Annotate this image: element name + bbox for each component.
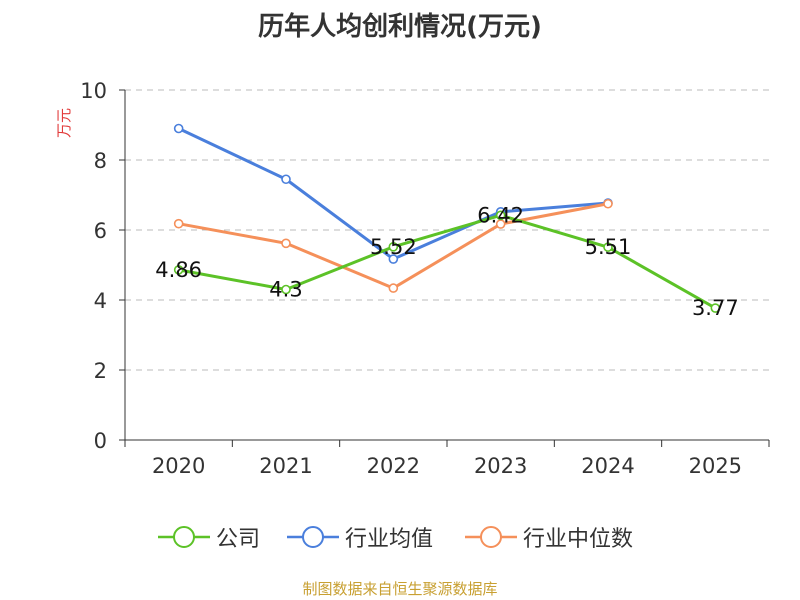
legend-marker-icon — [158, 526, 210, 548]
y-axis-unit-label: 万元 — [55, 108, 73, 138]
x-tick-label: 2021 — [259, 454, 312, 478]
data-label: 3.77 — [692, 296, 739, 320]
data-label: 4.86 — [155, 258, 202, 282]
legend-item[interactable]: 公司 — [158, 520, 260, 554]
data-point — [388, 254, 399, 264]
y-tick-label: 6 — [94, 219, 107, 243]
data-point — [603, 242, 613, 252]
data-point — [173, 218, 184, 229]
data-label: 5.51 — [585, 235, 632, 259]
data-point — [710, 303, 721, 313]
legend-label: 行业中位数 — [523, 527, 634, 552]
legend-label: 公司 — [216, 527, 261, 552]
data-label: 4.3 — [269, 278, 302, 302]
x-tick-label: 2023 — [474, 454, 527, 478]
data-label: 5.52 — [370, 235, 417, 259]
chart-title: 历年人均创利情况(万元) — [258, 12, 542, 42]
axes: 0 2 4 6 8 10 2020 2021 2022 2023 2024 2025 — [80, 79, 770, 478]
y-tick-label: 2 — [94, 359, 107, 383]
legend-marker-icon — [465, 526, 517, 548]
legend-label: 行业均值 — [345, 527, 434, 552]
series-line — [178, 213, 717, 310]
data-point — [173, 123, 184, 134]
y-tick-label: 8 — [94, 149, 107, 173]
x-tick-label: 2020 — [152, 454, 205, 478]
legend-marker-icon — [287, 526, 339, 548]
x-tick-label: 2022 — [367, 454, 420, 478]
y-tick-label: 0 — [94, 429, 107, 453]
y-tick-label: 4 — [94, 289, 107, 313]
data-point — [388, 242, 399, 252]
data-point — [495, 210, 506, 221]
y-tick-label: 10 — [80, 79, 107, 103]
data-point — [281, 174, 291, 185]
legend-item[interactable]: 行业均值 — [287, 520, 433, 554]
data-point — [603, 198, 613, 209]
data-label: 6.42 — [477, 203, 524, 227]
legend-item[interactable]: 行业中位数 — [465, 520, 633, 554]
x-tick-label: 2025 — [689, 454, 742, 478]
data-point — [281, 238, 291, 249]
data-point — [388, 283, 399, 293]
series-layer — [173, 123, 721, 313]
source-note: 制图数据来自恒生聚源数据库 — [302, 580, 498, 598]
data-labels: 4.86 4.3 5.52 6.42 5.51 3.77 — [155, 203, 738, 320]
data-point — [173, 265, 184, 275]
data-point — [281, 284, 291, 295]
x-tick-label: 2024 — [581, 454, 634, 478]
